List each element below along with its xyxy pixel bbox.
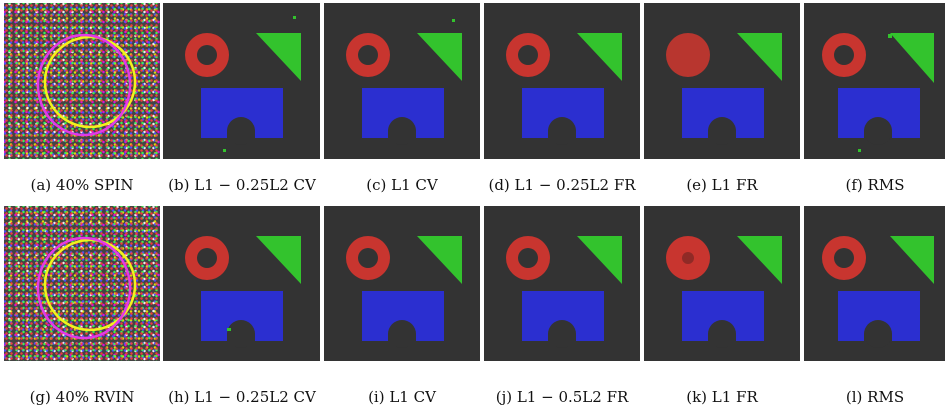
segmentation-j	[484, 206, 640, 361]
segmentation-i	[324, 206, 480, 361]
caption-j: (j) L1 − 0.5L2 FR	[495, 388, 629, 406]
noisy-image-rvin	[4, 206, 160, 361]
segmentation-f	[804, 3, 945, 159]
caption-c: (c) L1 CV	[366, 176, 438, 194]
segmentation-h	[163, 206, 320, 361]
segmentation-c	[324, 3, 480, 159]
caption-l: (l) RMS	[845, 388, 905, 406]
noisy-image-spin	[4, 3, 160, 159]
segmentation-k	[644, 206, 800, 361]
caption-f: (f) RMS	[845, 176, 905, 194]
caption-h: (h) L1 − 0.25L2 CV	[168, 388, 316, 406]
caption-b: (b) L1 − 0.25L2 CV	[168, 176, 316, 194]
segmentation-l	[804, 206, 945, 361]
caption-g: (g) 40% RVIN	[29, 388, 135, 406]
segmentation-b	[163, 3, 320, 159]
caption-d: (d) L1 − 0.25L2 FR	[488, 176, 636, 194]
segmentation-e	[644, 3, 800, 159]
caption-k: (k) L1 FR	[686, 388, 758, 406]
caption-a: (a) 40% SPIN	[30, 176, 134, 194]
caption-i: (i) L1 CV	[368, 388, 436, 406]
caption-e: (e) L1 FR	[686, 176, 758, 194]
segmentation-d	[484, 3, 640, 159]
